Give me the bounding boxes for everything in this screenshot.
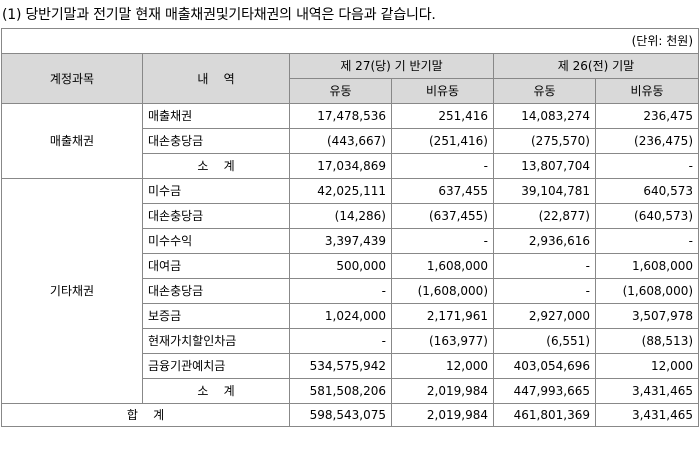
table-row: 미수수익 3,397,439-2,936,616- xyxy=(2,228,700,254)
value-cell: 14,083,274 xyxy=(493,103,596,129)
total-value-cell: 2,019,984 xyxy=(391,403,494,427)
value-cell: - xyxy=(289,328,392,354)
value-cell: 251,416 xyxy=(391,103,494,129)
header-current-period-noncurrent: 비유동 xyxy=(391,78,494,104)
header-account: 계정과목 xyxy=(1,53,143,104)
value-cell: 1,608,000 xyxy=(391,253,494,279)
total-value-cell: 3,431,465 xyxy=(594,403,700,427)
value-cell: (637,455) xyxy=(391,203,494,229)
value-cell: 1,024,000 xyxy=(289,303,392,329)
value-cell: - xyxy=(391,153,494,179)
table-row: 대여금 500,000 1,608,000-1,608,000 xyxy=(2,253,700,279)
value-cell: 500,000 xyxy=(289,253,392,279)
total-row: 합 계 598,543,075 2,019,984 461,801,369 3,431,… xyxy=(1,403,700,427)
value-cell: - xyxy=(289,278,392,304)
header-prior-period-noncurrent: 비유동 xyxy=(594,78,700,104)
value-cell: 2,936,616 xyxy=(493,228,596,254)
subtotal-label: 소 계 xyxy=(142,153,290,179)
value-cell: (14,286) xyxy=(289,203,392,229)
value-cell: 637,455 xyxy=(391,178,494,204)
value-cell: (640,573) xyxy=(594,203,700,229)
item-label: 대손충당금 xyxy=(142,128,290,154)
value-cell: 12,000 xyxy=(391,353,494,379)
header-current-period-current: 유동 xyxy=(289,78,392,104)
item-label: 미수금 xyxy=(142,178,290,204)
item-label: 매출채권 xyxy=(142,103,290,129)
account-group-cell: 기타채권 xyxy=(1,178,143,404)
item-label: 미수수익 xyxy=(142,228,290,254)
value-cell: (163,977) xyxy=(391,328,494,354)
value-cell: - xyxy=(493,253,596,279)
item-label: 보증금 xyxy=(142,303,290,329)
value-cell: 640,573 xyxy=(594,178,700,204)
value-cell: (275,570) xyxy=(493,128,596,154)
value-cell: - xyxy=(594,153,700,179)
value-cell: - xyxy=(594,228,700,254)
total-value-cell: 461,801,369 xyxy=(493,403,596,427)
value-cell: 2,927,000 xyxy=(493,303,596,329)
value-cell: - xyxy=(493,278,596,304)
unit-label: (단위: 천원) xyxy=(0,28,700,54)
value-cell: 447,993,665 xyxy=(493,378,596,404)
value-cell: 17,478,536 xyxy=(289,103,392,129)
section-heading: (1) 당반기말과 전기말 현재 매출채권및기타채권의 내역은 다음과 같습니다… xyxy=(2,7,436,23)
table-row: 기타채권 미수금 42,025,111 637,455 39,104,781 640,57… xyxy=(1,178,700,404)
value-cell: - xyxy=(391,228,494,254)
value-cell: 1,608,000 xyxy=(594,253,700,279)
value-cell: (251,416) xyxy=(391,128,494,154)
value-cell: 2,171,961 xyxy=(391,303,494,329)
table-row: 매출채권 매출채권 17,478,536 251,416 14,083,274 236,4… xyxy=(1,103,700,179)
value-cell: 403,054,696 xyxy=(493,353,596,379)
table-row: 보증금 1,024,000 2,171,961 2,927,000 3,507,978 xyxy=(2,303,700,329)
total-value-cell: 598,543,075 xyxy=(289,403,392,427)
value-cell: 581,508,206 xyxy=(289,378,392,404)
value-cell: 3,507,978 xyxy=(594,303,700,329)
value-cell: (22,877) xyxy=(493,203,596,229)
value-cell: 534,575,942 xyxy=(289,353,392,379)
value-cell: (88,513) xyxy=(594,328,700,354)
table-row: 대손충당금 - (1,608,000) - (1,608,000) xyxy=(2,278,700,304)
header-prior-period: 제 26(전) 기말 xyxy=(492,53,700,79)
item-label: 대여금 xyxy=(142,253,290,279)
value-cell: 3,431,465 xyxy=(594,378,700,404)
value-cell: (236,475) xyxy=(594,128,700,154)
header-prior-period-current: 유동 xyxy=(493,78,596,104)
table-row: 대손충당금 (14,286) (637,455) (22,877) (640,573) xyxy=(2,203,700,229)
value-cell: 2,019,984 xyxy=(391,378,494,404)
value-cell: 42,025,111 xyxy=(289,178,392,204)
total-label: 합 계 xyxy=(1,403,290,427)
item-label: 현재가치할인차금 xyxy=(142,328,290,354)
value-cell: (443,667) xyxy=(289,128,392,154)
value-cell: (6,551) xyxy=(493,328,596,354)
item-label: 금융기관예치금 xyxy=(142,353,290,379)
value-cell: (1,608,000) xyxy=(391,278,494,304)
value-cell: 236,475 xyxy=(594,103,700,129)
receivables-table: (단위: 천원) 계정과목 내 역 제 27(당) 기 반기말 제 26(전) … xyxy=(0,28,700,427)
item-label: 대손충당금 xyxy=(142,278,290,304)
header-item: 내 역 xyxy=(142,53,290,104)
value-cell: (1,608,000) xyxy=(594,278,700,304)
value-cell: 17,034,869 xyxy=(289,153,392,179)
value-cell: 13,807,704 xyxy=(493,153,596,179)
account-group-cell: 매출채권 xyxy=(1,103,143,179)
value-cell: 39,104,781 xyxy=(493,178,596,204)
subtotal-row: 소 계 581,508,206 2,019,984 447,993,665 3,431,… xyxy=(2,378,700,404)
value-cell: 3,397,439 xyxy=(289,228,392,254)
subtotal-row: 소 계 17,034,869-13,807,704- xyxy=(2,153,700,179)
header-current-period: 제 27(당) 기 반기말 xyxy=(289,53,494,79)
item-label: 대손충당금 xyxy=(142,203,290,229)
value-cell: 12,000 xyxy=(594,353,700,379)
table-row: 현재가치할인차금 - (163,977) (6,551) (88,513) xyxy=(2,328,700,354)
subtotal-label: 소 계 xyxy=(142,378,290,404)
table-row: 대손충당금 (443,667) (251,416) (275,570) (236,475… xyxy=(2,128,700,154)
